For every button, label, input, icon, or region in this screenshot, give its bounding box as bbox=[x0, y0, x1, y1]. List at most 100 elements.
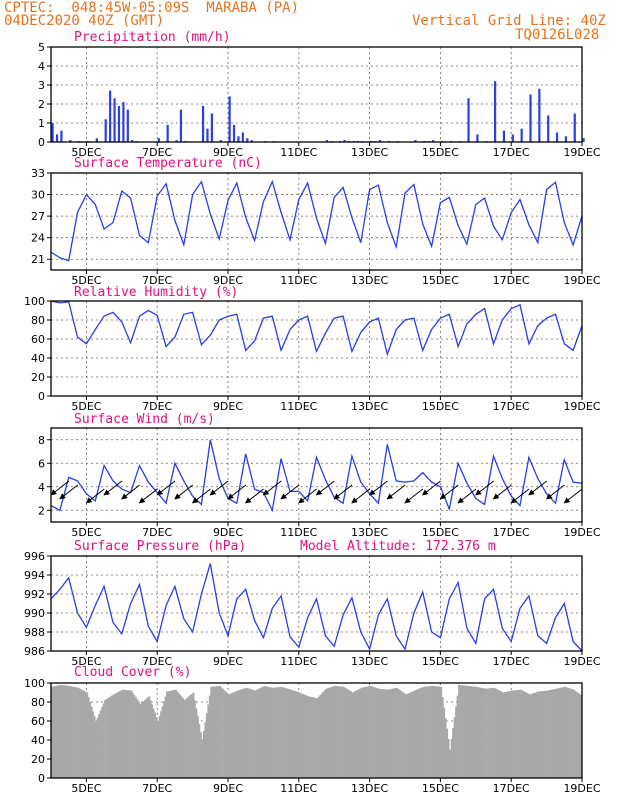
cloud-bar bbox=[418, 688, 421, 778]
pressure-frame bbox=[50, 555, 583, 652]
cloud-bar bbox=[99, 710, 102, 778]
precip-bar bbox=[51, 123, 54, 142]
cloud-bar bbox=[464, 685, 466, 778]
cloud-bar bbox=[112, 694, 115, 778]
cloud-bar bbox=[521, 690, 524, 778]
cloud-bar bbox=[89, 702, 92, 778]
cloud-bar bbox=[508, 691, 511, 778]
cloud-bar bbox=[80, 689, 83, 778]
cloud-bar bbox=[466, 685, 469, 778]
wind-direction-arrow bbox=[227, 484, 247, 500]
cloud-bar bbox=[365, 686, 367, 778]
cloud-bar bbox=[450, 738, 453, 778]
cloud-bar bbox=[517, 689, 519, 778]
temperature-xtick-label: 5DEC bbox=[71, 274, 101, 287]
precip-bar bbox=[122, 102, 125, 142]
cloud-bar bbox=[250, 689, 252, 778]
wind-panel: 2 4 6 8 5DEC 7DEC 9DEC 11DEC 13DEC 15DEC 17DEC 19DE… bbox=[38, 427, 601, 539]
cloud-bar bbox=[344, 687, 347, 778]
precip-xtick-label: 9DEC bbox=[213, 146, 243, 159]
cloud-xtick-label: 13DEC bbox=[351, 782, 388, 795]
cloud-bar bbox=[378, 688, 381, 778]
precip-bar bbox=[157, 138, 160, 142]
cloud-bar bbox=[562, 687, 565, 778]
cloud-bar bbox=[169, 690, 171, 778]
temperature-title: Surface Temperature (nC) bbox=[74, 156, 262, 171]
cloud-bar bbox=[239, 689, 242, 778]
wind-direction-arrow bbox=[333, 484, 353, 500]
cloud-bar bbox=[348, 690, 351, 778]
precip-bar bbox=[60, 130, 63, 142]
precip-xtick-label: 19DEC bbox=[563, 146, 600, 159]
cloud-title: Cloud Cover (%) bbox=[74, 665, 191, 680]
cloud-bar bbox=[306, 695, 308, 778]
wind-series-line bbox=[50, 439, 583, 513]
cloud-bar bbox=[512, 690, 515, 778]
cloud-bar bbox=[346, 688, 348, 778]
wind-direction-arrow bbox=[457, 488, 477, 504]
cloud-xtick-label: 5DEC bbox=[71, 782, 101, 795]
cloud-bar bbox=[223, 690, 226, 778]
wind-direction-arrow bbox=[404, 488, 424, 504]
cloud-bar bbox=[366, 686, 369, 778]
cloud-bar bbox=[484, 688, 487, 778]
cloud-bar bbox=[387, 689, 390, 778]
cloud-bar bbox=[71, 686, 74, 778]
cloud-bar bbox=[381, 689, 384, 778]
cloud-bar bbox=[440, 686, 443, 778]
wind-direction-arrow bbox=[545, 484, 565, 500]
wind-xtick-label: 17DEC bbox=[493, 526, 530, 539]
precip-bar bbox=[246, 138, 249, 142]
cloud-bar bbox=[434, 686, 437, 778]
temperature-ytick-label: 21 bbox=[31, 253, 45, 266]
cloud-bar bbox=[278, 687, 280, 778]
cloud-bar bbox=[205, 713, 208, 778]
humidity-ytick-label: 60 bbox=[31, 333, 45, 346]
precip-bar bbox=[69, 140, 72, 142]
cloud-bar bbox=[462, 685, 465, 778]
cloud-bar bbox=[83, 690, 86, 778]
wind-direction-arrow bbox=[315, 480, 335, 496]
cloud-bar bbox=[523, 691, 525, 778]
cloud-bar bbox=[192, 692, 195, 778]
wind-xtick-label: 11DEC bbox=[280, 526, 317, 539]
cloud-bar bbox=[219, 685, 221, 778]
precip-bar bbox=[237, 136, 240, 142]
cloud-bar bbox=[70, 686, 72, 778]
cloud-bar bbox=[369, 685, 372, 778]
cloud-bar bbox=[152, 708, 155, 778]
cloud-bar bbox=[244, 688, 246, 778]
precip-bar bbox=[210, 113, 213, 142]
precip-bar bbox=[511, 134, 514, 142]
cloud-bar bbox=[511, 690, 513, 778]
cloud-bar bbox=[270, 687, 273, 778]
humidity-xtick-label: 11DEC bbox=[280, 400, 317, 413]
cloud-bar bbox=[555, 688, 558, 778]
wind-xtick-label: 19DEC bbox=[563, 526, 600, 539]
precip-bar bbox=[538, 88, 541, 142]
cloud-bar bbox=[548, 690, 550, 778]
pressure-xtick-label: 5DEC bbox=[71, 655, 101, 668]
cloud-bar bbox=[136, 699, 139, 778]
precip-bar bbox=[166, 124, 169, 142]
precip-bar bbox=[250, 140, 253, 142]
cloud-bar bbox=[229, 693, 232, 778]
cloud-bar bbox=[117, 692, 120, 778]
cloud-bar bbox=[207, 704, 210, 778]
cloud-bar bbox=[565, 687, 568, 778]
cloud-bar bbox=[340, 686, 342, 778]
cloud-bar bbox=[539, 691, 541, 778]
cloud-bar bbox=[372, 686, 375, 778]
wind-direction-arrow bbox=[439, 484, 459, 500]
cloud-bar bbox=[477, 687, 480, 778]
cloud-bar bbox=[260, 687, 263, 778]
cloud-bar bbox=[213, 686, 216, 778]
wind-direction-arrow bbox=[422, 480, 441, 496]
cloud-bar bbox=[301, 693, 304, 778]
cloud-bar bbox=[425, 686, 428, 778]
cloud-bar bbox=[226, 692, 229, 778]
cloud-bar bbox=[171, 690, 174, 778]
humidity-xtick-label: 7DEC bbox=[142, 400, 172, 413]
cloud-bar bbox=[284, 687, 286, 778]
cloud-bar bbox=[490, 688, 493, 778]
